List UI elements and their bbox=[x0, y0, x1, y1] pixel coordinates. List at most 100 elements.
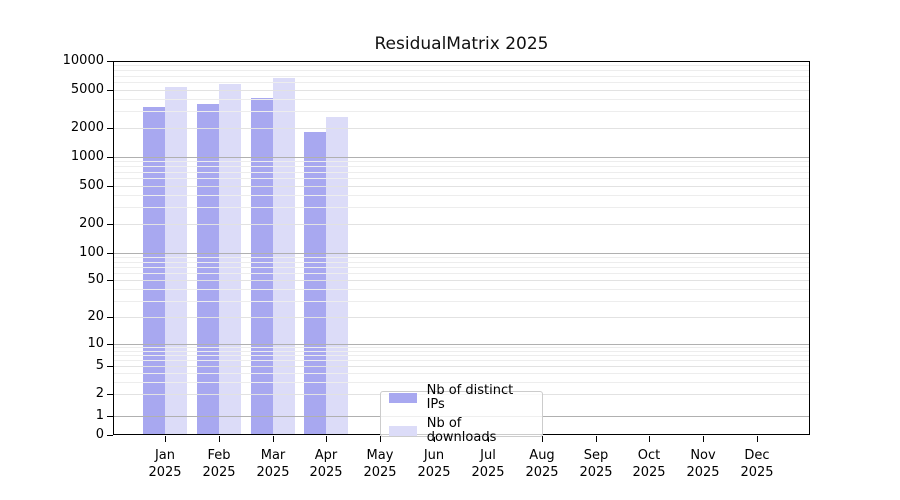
y-tick-label: 5000 bbox=[70, 82, 104, 97]
y-tick-label: 500 bbox=[79, 178, 104, 193]
x-tick-label: Nov 2025 bbox=[686, 448, 720, 480]
gridline bbox=[114, 157, 809, 158]
x-tick-label: Apr 2025 bbox=[309, 448, 343, 480]
y-tick-label: 20 bbox=[87, 309, 104, 324]
y-tick-mark bbox=[107, 435, 113, 436]
gridline-minor bbox=[114, 257, 809, 258]
legend-label-downloads: Nb of downloads bbox=[426, 415, 497, 445]
gridline-minor bbox=[114, 99, 809, 100]
x-tick-label: Oct 2025 bbox=[632, 448, 666, 480]
bar-distinct-ips bbox=[143, 107, 165, 434]
legend-item-distinct-ips: Nb of distinct IPs bbox=[389, 382, 534, 412]
x-tick-mark bbox=[273, 436, 274, 442]
x-tick-mark bbox=[649, 436, 650, 442]
gridline-minor bbox=[114, 373, 809, 374]
legend-swatch-downloads bbox=[389, 425, 417, 436]
y-tick-mark bbox=[107, 186, 113, 187]
bar-distinct-ips bbox=[251, 98, 273, 434]
y-tick-mark bbox=[107, 90, 113, 91]
x-tick-mark bbox=[434, 436, 435, 442]
x-tick-mark bbox=[542, 436, 543, 442]
gridline bbox=[114, 317, 809, 318]
y-tick-label: 2000 bbox=[70, 120, 104, 135]
chart-title: ResidualMatrix 2025 bbox=[374, 34, 549, 54]
y-tick-label: 1 bbox=[95, 408, 104, 423]
y-tick-label: 10 bbox=[87, 336, 104, 351]
gridline-minor bbox=[114, 262, 809, 263]
gridline bbox=[114, 366, 809, 367]
x-tick-label: Aug 2025 bbox=[525, 448, 559, 480]
gridline-minor bbox=[114, 166, 809, 167]
gridline-minor bbox=[114, 207, 809, 208]
gridline bbox=[114, 186, 809, 187]
x-tick-label: Jun 2025 bbox=[417, 448, 451, 480]
x-tick-label: Dec 2025 bbox=[740, 448, 774, 480]
x-tick-mark bbox=[219, 436, 220, 442]
y-tick-mark bbox=[107, 224, 113, 225]
x-tick-label: Sep 2025 bbox=[579, 448, 613, 480]
gridline bbox=[114, 128, 809, 129]
gridline-minor bbox=[114, 82, 809, 83]
gridline-minor bbox=[114, 360, 809, 361]
y-tick-label: 200 bbox=[79, 216, 104, 231]
gridline-minor bbox=[114, 76, 809, 77]
gridline-minor bbox=[114, 273, 809, 274]
gridline-minor bbox=[114, 351, 809, 352]
gridline-minor bbox=[114, 382, 809, 383]
legend: Nb of distinct IPs Nb of downloads bbox=[380, 383, 543, 444]
gridline bbox=[114, 224, 809, 225]
x-tick-mark bbox=[703, 436, 704, 442]
gridline-minor bbox=[114, 65, 809, 66]
gridline-minor bbox=[114, 195, 809, 196]
legend-item-downloads: Nb of downloads bbox=[389, 415, 534, 445]
x-tick-label: May 2025 bbox=[363, 448, 397, 480]
y-tick-mark bbox=[107, 61, 113, 62]
y-tick-label: 50 bbox=[87, 272, 104, 287]
y-tick-mark bbox=[107, 317, 113, 318]
x-tick-mark bbox=[326, 436, 327, 442]
bar-downloads bbox=[219, 84, 241, 434]
x-tick-label: Jul 2025 bbox=[471, 448, 505, 480]
x-tick-label: Mar 2025 bbox=[256, 448, 290, 480]
gridline-minor bbox=[114, 347, 809, 348]
y-tick-mark bbox=[107, 416, 113, 417]
y-tick-mark bbox=[107, 366, 113, 367]
y-tick-mark bbox=[107, 128, 113, 129]
y-tick-label: 2 bbox=[95, 386, 104, 401]
gridline-minor bbox=[114, 111, 809, 112]
gridline-minor bbox=[114, 70, 809, 71]
bar-distinct-ips bbox=[197, 104, 219, 434]
y-tick-label: 10000 bbox=[62, 53, 104, 68]
legend-label-distinct-ips: Nb of distinct IPs bbox=[426, 382, 514, 412]
y-tick-label: 5 bbox=[95, 358, 104, 373]
gridline-minor bbox=[114, 355, 809, 356]
gridline-minor bbox=[114, 301, 809, 302]
x-tick-mark bbox=[488, 436, 489, 442]
y-tick-label: 0 bbox=[95, 427, 104, 442]
x-tick-mark bbox=[165, 436, 166, 442]
x-tick-label: Jan 2025 bbox=[148, 448, 182, 480]
x-tick-mark bbox=[596, 436, 597, 442]
gridline-minor bbox=[114, 172, 809, 173]
gridline-minor bbox=[114, 267, 809, 268]
y-tick-mark bbox=[107, 280, 113, 281]
y-tick-mark bbox=[107, 253, 113, 254]
y-tick-mark bbox=[107, 344, 113, 345]
gridline bbox=[114, 90, 809, 91]
legend-swatch-distinct-ips bbox=[389, 392, 417, 403]
y-tick-label: 1000 bbox=[70, 149, 104, 164]
gridline-minor bbox=[114, 178, 809, 179]
bar-downloads bbox=[273, 78, 295, 434]
y-tick-mark bbox=[107, 157, 113, 158]
x-tick-mark bbox=[380, 436, 381, 442]
gridline-minor bbox=[114, 161, 809, 162]
gridline bbox=[114, 280, 809, 281]
gridline-minor bbox=[114, 289, 809, 290]
y-tick-mark bbox=[107, 394, 113, 395]
y-tick-label: 100 bbox=[79, 245, 104, 260]
bar-downloads bbox=[326, 117, 348, 434]
gridline bbox=[114, 344, 809, 345]
x-tick-label: Feb 2025 bbox=[202, 448, 236, 480]
gridline bbox=[114, 253, 809, 254]
